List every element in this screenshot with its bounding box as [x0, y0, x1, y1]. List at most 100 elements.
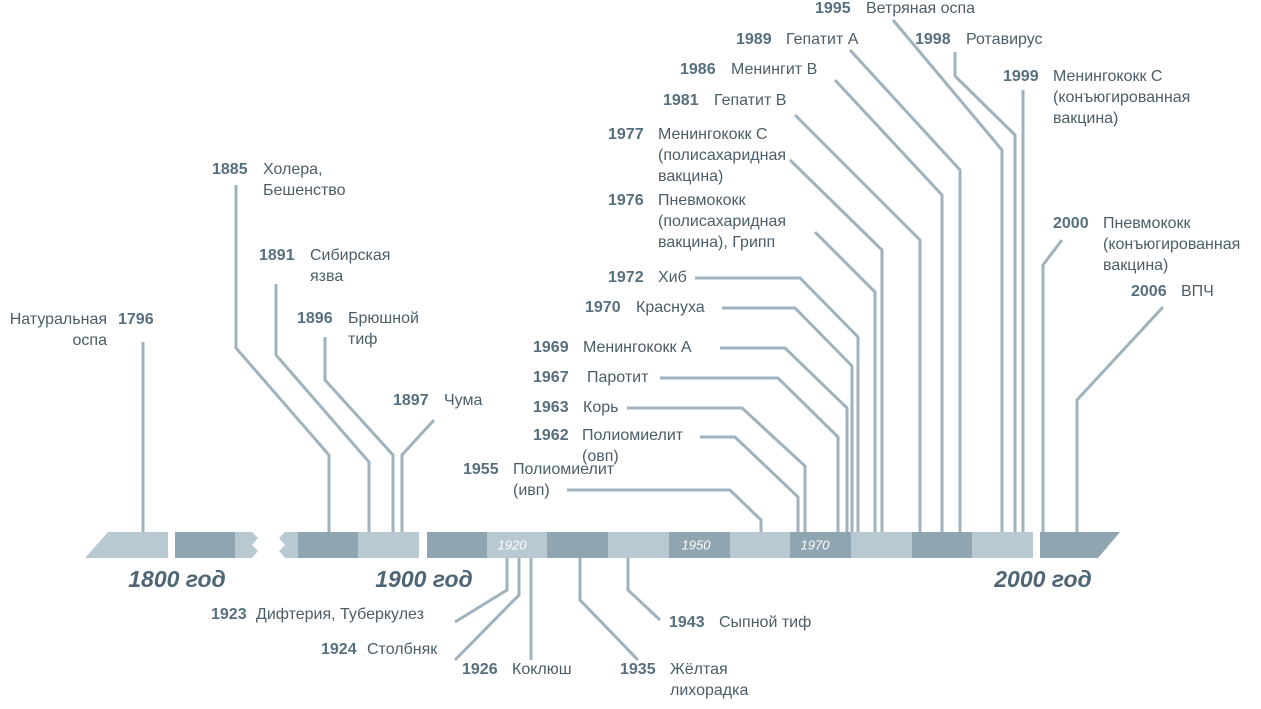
leader-line	[700, 435, 800, 532]
event-label: Менингококк С	[658, 126, 767, 143]
leader-line	[953, 52, 1017, 532]
leader-line	[234, 185, 331, 532]
event-label: тиф	[348, 331, 377, 348]
leader-line	[833, 78, 944, 532]
event-year: 1796	[118, 311, 154, 328]
event-year: 1998	[915, 31, 951, 48]
event-label: Менингококк А	[583, 339, 692, 356]
event-year: 1955	[463, 461, 499, 478]
event-label: Столбняк	[367, 641, 438, 658]
leader-line	[793, 113, 922, 532]
event-label: Холера,	[263, 161, 323, 178]
event-year: 1981	[663, 92, 699, 109]
leader-line	[722, 306, 854, 532]
event-label: Пневмококк	[658, 192, 747, 209]
event-year: 1943	[669, 614, 705, 631]
event-year: 1989	[736, 31, 772, 48]
leader-line	[627, 406, 807, 532]
event-label: Полиомиелит	[513, 461, 615, 478]
decade-label: 1970	[801, 537, 831, 552]
leader-line	[400, 418, 436, 532]
event-label: Ветряная оспа	[866, 0, 975, 17]
leader-line	[1075, 305, 1165, 532]
event-label: оспа	[73, 332, 108, 349]
leader-line	[788, 158, 884, 532]
leader-line	[660, 376, 840, 532]
event-label: вакцина), Грипп	[658, 234, 775, 251]
event-label: Коклюш	[512, 661, 572, 678]
event-label: Хиб	[658, 269, 687, 286]
event-year: 1891	[259, 247, 295, 264]
event-label: (полисахаридная	[658, 213, 786, 230]
event-label: (ивп)	[513, 482, 550, 499]
event-year: 1897	[393, 392, 429, 409]
event-year: 1986	[680, 61, 716, 78]
leader-line	[891, 19, 1004, 532]
event-label: вакцина)	[1053, 110, 1118, 127]
event-label: вакцина)	[1103, 257, 1168, 274]
era-label: 1800 год	[128, 566, 226, 592]
event-year: 1970	[585, 299, 621, 316]
leader-line	[567, 488, 763, 532]
leader-line	[274, 284, 371, 532]
event-label: лихорадка	[670, 682, 748, 699]
event-label: Краснуха	[636, 299, 705, 316]
event-label: Брюшной	[348, 310, 419, 327]
event-year: 1896	[297, 310, 333, 327]
event-year: 1995	[815, 0, 851, 17]
timeline-bar	[85, 532, 1120, 558]
event-year: 1963	[533, 399, 569, 416]
event-year: 1926	[462, 661, 498, 678]
event-year: 2006	[1131, 283, 1167, 300]
event-year: 1972	[608, 269, 644, 286]
event-label: Сыпной тиф	[719, 614, 811, 631]
event-label: Менингококк С	[1053, 68, 1162, 85]
leader-line	[626, 558, 662, 622]
event-label: Полиомиелит	[582, 427, 684, 444]
event-label: Ротавирус	[966, 31, 1043, 48]
event-year: 1923	[211, 606, 247, 623]
event-label: язва	[310, 268, 343, 285]
event-label: Дифтерия, Туберкулез	[256, 606, 424, 623]
leader-line	[454, 558, 509, 624]
event-label: Сибирская	[310, 247, 390, 264]
event-year: 1976	[608, 192, 644, 209]
era-label: 1900 год	[375, 566, 473, 592]
leader-line	[578, 558, 640, 662]
event-label: Жёлтая	[670, 661, 728, 678]
leader-line	[848, 48, 962, 532]
event-year: 1999	[1003, 68, 1039, 85]
event-year: 1962	[533, 427, 569, 444]
event-label: Пневмококк	[1103, 215, 1192, 232]
event-year: 1935	[620, 661, 656, 678]
era-label: 2000 год	[993, 566, 1092, 592]
leader-line	[453, 558, 521, 662]
leader-line	[720, 346, 849, 532]
leader-line	[323, 337, 395, 532]
event-label: Гепатит В	[714, 92, 786, 109]
event-label: (полисахаридная	[658, 147, 786, 164]
event-label: Чума	[444, 392, 482, 409]
event-label: (овп)	[582, 448, 619, 465]
event-year: 1969	[533, 339, 569, 356]
event-year: 1967	[533, 369, 569, 386]
event-label: ВПЧ	[1181, 283, 1214, 300]
event-label: (конъюгированная	[1053, 89, 1190, 106]
event-year: 1885	[212, 161, 248, 178]
event-label: Натуральная	[10, 311, 107, 328]
event-year: 1924	[321, 641, 357, 658]
event-label: Гепатит А	[786, 31, 859, 48]
event-label: (конъюгированная	[1103, 236, 1240, 253]
leader-line	[813, 230, 877, 532]
event-label: Бешенство	[263, 182, 346, 199]
event-label: вакцина)	[658, 168, 723, 185]
decade-label: 1920	[498, 537, 528, 552]
leader-line	[695, 276, 860, 532]
event-label: Паротит	[587, 369, 649, 386]
leader-line	[1041, 239, 1064, 532]
event-year: 2000	[1053, 215, 1089, 232]
event-label: Корь	[583, 399, 618, 416]
event-label: Менингит В	[731, 61, 817, 78]
decade-label: 1950	[682, 537, 712, 552]
